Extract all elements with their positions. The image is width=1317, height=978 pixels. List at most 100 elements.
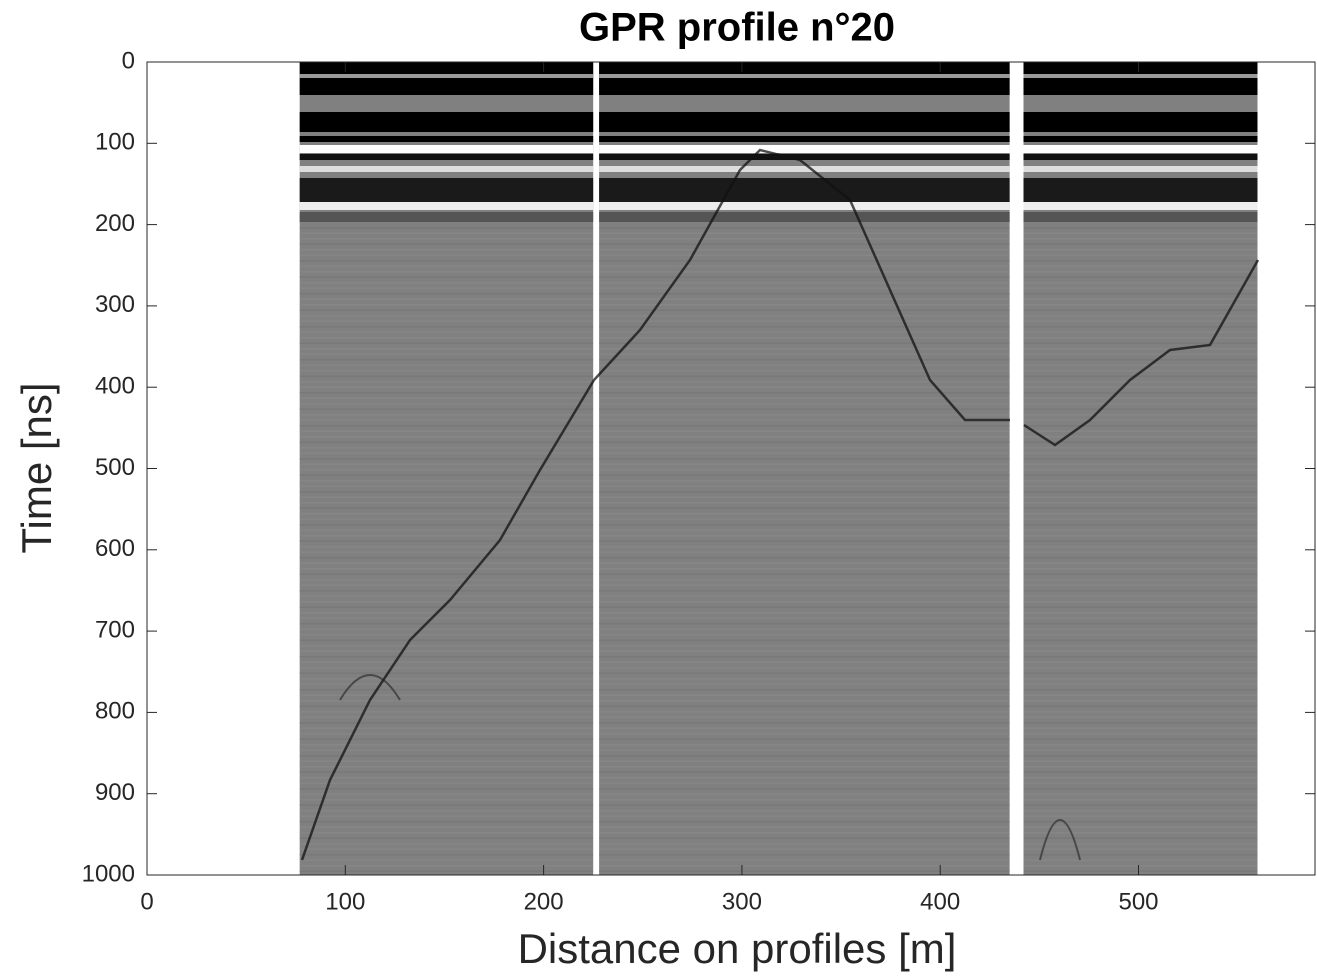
noise-line (299, 612, 594, 614)
noise-line (599, 689, 1010, 691)
noise-line (599, 381, 1010, 383)
noise-line (1023, 700, 1258, 702)
chart-title: GPR profile n°20 (579, 6, 895, 50)
noise-line (299, 650, 594, 652)
noise-line (599, 683, 1010, 685)
noise-line (299, 260, 594, 262)
noise-line (1023, 320, 1258, 322)
noise-line (1023, 535, 1258, 537)
noise-line (299, 243, 594, 245)
noise-line (599, 843, 1010, 845)
noise-line (1023, 694, 1258, 696)
noise-line (1023, 623, 1258, 625)
noise-line (299, 628, 594, 630)
noise-line (299, 518, 594, 520)
noise-line (299, 309, 594, 311)
noise-line (299, 722, 594, 724)
noise-line (299, 568, 594, 570)
noise-line (599, 535, 1010, 537)
noise-line (599, 738, 1010, 740)
noise-line (599, 573, 1010, 575)
noise-line (599, 397, 1010, 399)
noise-line (599, 491, 1010, 493)
noise-line (299, 304, 594, 306)
noise-line (599, 298, 1010, 300)
noise-line (599, 408, 1010, 410)
noise-line (599, 309, 1010, 311)
noise-line (599, 441, 1010, 443)
noise-line (1023, 562, 1258, 564)
noise-line (599, 667, 1010, 669)
noise-line (1023, 645, 1258, 647)
noise-line (1023, 568, 1258, 570)
noise-line (599, 518, 1010, 520)
noise-line (599, 243, 1010, 245)
noise-line (299, 441, 594, 443)
noise-line (299, 606, 594, 608)
noise-line (299, 491, 594, 493)
noise-line (1023, 716, 1258, 718)
noise-line (299, 766, 594, 768)
band (1023, 145, 1258, 153)
noise-line (299, 700, 594, 702)
noise-line (1023, 705, 1258, 707)
noise-line (299, 392, 594, 394)
noise-line (1023, 309, 1258, 311)
noise-line (599, 513, 1010, 515)
noise-line (299, 265, 594, 267)
noise-line (599, 364, 1010, 366)
noise-line (599, 628, 1010, 630)
noise-line (299, 738, 594, 740)
noise-line (1023, 364, 1258, 366)
noise-line (299, 535, 594, 537)
noise-line (1023, 386, 1258, 388)
noise-line (599, 386, 1010, 388)
noise-line (599, 826, 1010, 828)
noise-line (599, 507, 1010, 509)
noise-line (599, 705, 1010, 707)
noise-line (1023, 348, 1258, 350)
y-tick-label: 700 (95, 616, 135, 643)
noise-line (599, 232, 1010, 234)
noise-line (1023, 777, 1258, 779)
noise-line (299, 414, 594, 416)
noise-line (1023, 397, 1258, 399)
noise-line (299, 546, 594, 548)
noise-line (1023, 243, 1258, 245)
noise-line (599, 788, 1010, 790)
noise-line (599, 606, 1010, 608)
x-axis-label: Distance on profiles [m] (518, 925, 957, 972)
noise-line (1023, 326, 1258, 328)
y-tick-label: 900 (95, 779, 135, 806)
noise-line (299, 689, 594, 691)
noise-line (1023, 821, 1258, 823)
y-tick-label: 1000 (82, 860, 135, 887)
noise-line (1023, 744, 1258, 746)
noise-line (299, 848, 594, 850)
noise-line (299, 573, 594, 575)
reflector (339, 674, 1081, 861)
noise-line (299, 623, 594, 625)
noise-line (299, 469, 594, 471)
y-tick-label: 800 (95, 698, 135, 725)
band (1023, 166, 1258, 172)
band (1023, 136, 1258, 142)
noise-line (299, 227, 594, 229)
noise-line (1023, 419, 1258, 421)
noise-line (599, 579, 1010, 581)
noise-line (299, 711, 594, 713)
noise-line (1023, 683, 1258, 685)
noise-line (299, 832, 594, 834)
noise-line (1023, 260, 1258, 262)
noise-line (299, 854, 594, 856)
noise-line (299, 771, 594, 773)
noise-line (299, 315, 594, 317)
noise-line (599, 524, 1010, 526)
noise-line (299, 584, 594, 586)
noise-line (599, 815, 1010, 817)
noise-line (1023, 227, 1258, 229)
noise-line (1023, 771, 1258, 773)
noise-line (1023, 876, 1257, 878)
noise-line (1023, 293, 1258, 295)
noise-line (1023, 755, 1258, 757)
